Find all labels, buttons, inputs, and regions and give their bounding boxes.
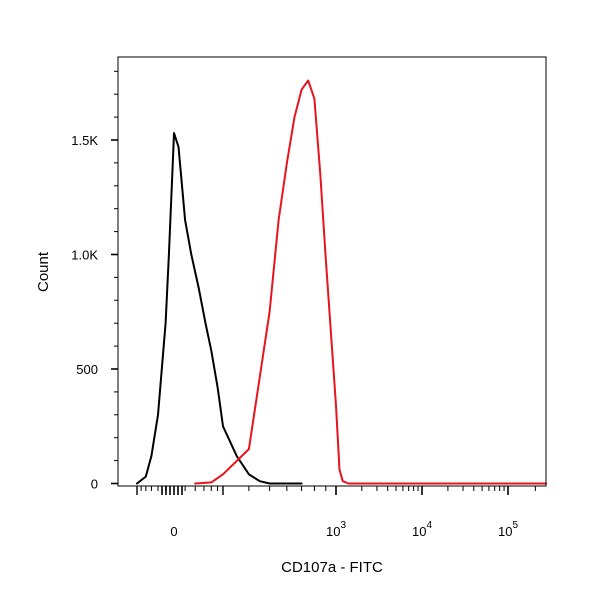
y-tick-label: 0 xyxy=(91,477,98,492)
x-tick-label: 0 xyxy=(170,524,177,539)
x-tick-base: 0 xyxy=(170,524,177,539)
x-tick-exponent: 3 xyxy=(340,520,346,531)
series-group xyxy=(136,79,547,485)
x-tick-base: 10 xyxy=(326,524,340,539)
x-tick-label: 103 xyxy=(326,520,346,539)
x-tick-exponent: 5 xyxy=(512,520,518,531)
x-tick-exponent: 4 xyxy=(426,520,432,531)
histogram-series-line-1 xyxy=(136,132,303,485)
y-tick-label: 500 xyxy=(76,362,98,377)
x-tick-base: 10 xyxy=(498,524,512,539)
x-tick-label: 105 xyxy=(498,520,518,539)
x-tick-base: 10 xyxy=(412,524,426,539)
x-axis-title: CD107a - FITC xyxy=(281,559,383,576)
histogram-series-line-2 xyxy=(194,79,547,485)
y-axis-title: Count xyxy=(35,251,52,292)
y-tick-label: 1.0K xyxy=(71,248,98,263)
plot-frame xyxy=(117,56,547,487)
y-tick-label: 1.5K xyxy=(71,133,98,148)
x-tick-label: 104 xyxy=(412,520,432,539)
axis-ticks xyxy=(111,70,536,495)
